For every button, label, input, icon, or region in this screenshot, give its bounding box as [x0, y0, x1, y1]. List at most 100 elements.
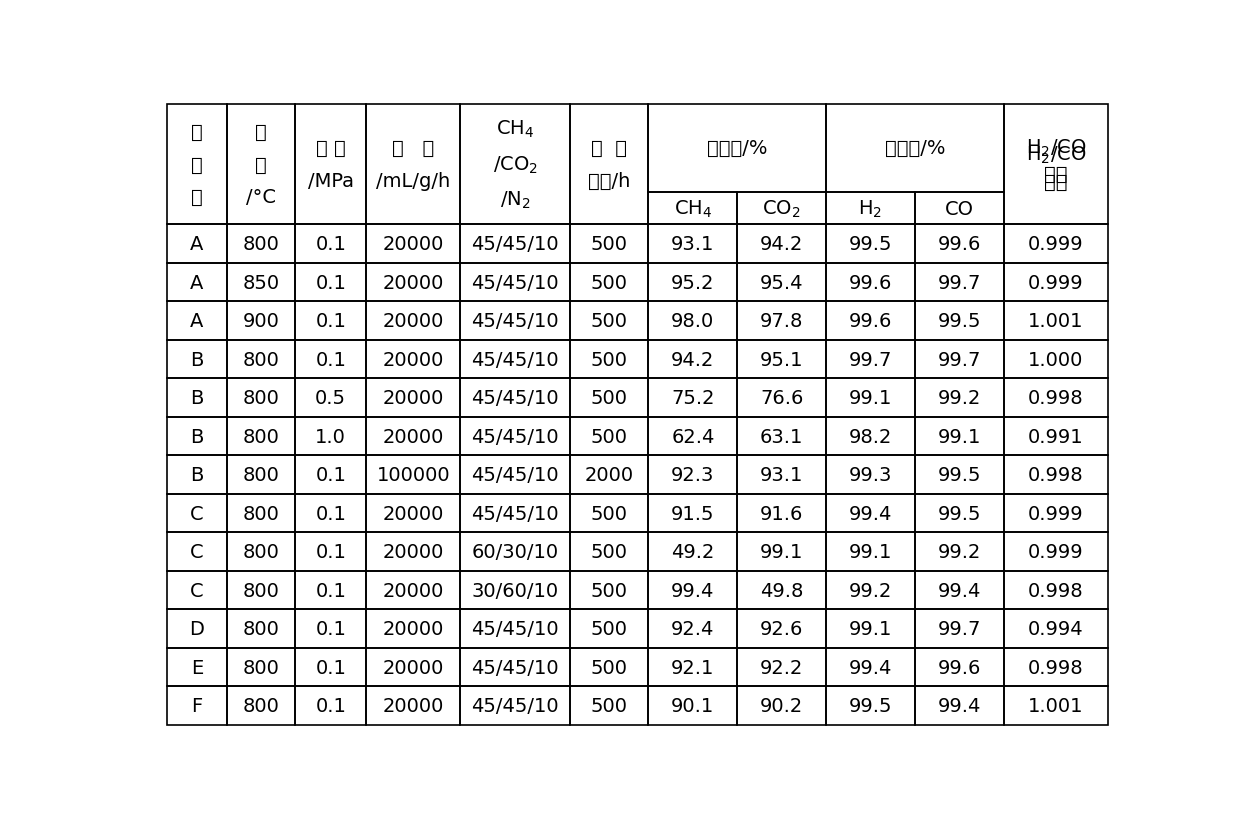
- Text: 500: 500: [590, 504, 627, 523]
- Text: 500: 500: [590, 619, 627, 639]
- Bar: [915, 302, 1003, 341]
- Text: 800: 800: [243, 696, 280, 715]
- Text: 99.5: 99.5: [848, 696, 893, 715]
- Text: 97.8: 97.8: [760, 312, 804, 331]
- Bar: [649, 686, 738, 725]
- Bar: [460, 456, 570, 495]
- Text: A: A: [190, 312, 203, 331]
- Text: 99.4: 99.4: [849, 504, 892, 523]
- Bar: [460, 648, 570, 686]
- Text: 800: 800: [243, 389, 280, 408]
- Text: CO$_2$: CO$_2$: [763, 198, 801, 219]
- Text: 92.3: 92.3: [671, 466, 714, 485]
- Bar: [738, 341, 826, 379]
- Text: 99.5: 99.5: [848, 235, 893, 254]
- Text: 99.6: 99.6: [937, 235, 981, 254]
- Bar: [826, 648, 915, 686]
- Bar: [295, 648, 366, 686]
- Bar: [915, 495, 1003, 533]
- Text: 0.994: 0.994: [1028, 619, 1084, 639]
- Text: 0.999: 0.999: [1028, 274, 1084, 292]
- Text: 2000: 2000: [584, 466, 634, 485]
- Bar: [460, 495, 570, 533]
- Text: 92.1: 92.1: [671, 658, 714, 676]
- Text: 93.1: 93.1: [671, 235, 714, 254]
- Bar: [570, 105, 649, 225]
- Text: 0.1: 0.1: [315, 312, 346, 331]
- Bar: [738, 609, 826, 648]
- Text: 900: 900: [243, 312, 280, 331]
- Bar: [295, 105, 366, 225]
- Bar: [826, 264, 915, 302]
- Bar: [1003, 456, 1109, 495]
- Bar: [570, 302, 649, 341]
- Text: 800: 800: [243, 235, 280, 254]
- Bar: [227, 686, 295, 725]
- Bar: [570, 264, 649, 302]
- Text: F: F: [191, 696, 202, 715]
- Bar: [295, 341, 366, 379]
- Bar: [366, 609, 460, 648]
- Bar: [166, 225, 227, 264]
- Bar: [649, 495, 738, 533]
- Text: 92.2: 92.2: [760, 658, 804, 676]
- Text: 0.998: 0.998: [1028, 658, 1084, 676]
- Bar: [915, 533, 1003, 572]
- Bar: [915, 609, 1003, 648]
- Bar: [295, 495, 366, 533]
- Bar: [570, 456, 649, 495]
- Bar: [915, 572, 1003, 609]
- Bar: [738, 686, 826, 725]
- Text: B: B: [190, 351, 203, 369]
- Text: 比例: 比例: [1044, 165, 1068, 183]
- Text: 45/45/10: 45/45/10: [471, 351, 559, 369]
- Text: 45/45/10: 45/45/10: [471, 428, 559, 446]
- Text: 0.1: 0.1: [315, 351, 346, 369]
- Text: 98.0: 98.0: [671, 312, 714, 331]
- Text: 1.000: 1.000: [1028, 351, 1084, 369]
- Text: B: B: [190, 389, 203, 408]
- Bar: [366, 105, 460, 225]
- Text: 30/60/10: 30/60/10: [471, 581, 559, 600]
- Bar: [166, 418, 227, 456]
- Text: C: C: [190, 542, 203, 562]
- Text: 500: 500: [590, 312, 627, 331]
- Text: 800: 800: [243, 658, 280, 676]
- Text: 76.6: 76.6: [760, 389, 804, 408]
- Text: 0.998: 0.998: [1028, 581, 1084, 600]
- Bar: [826, 418, 915, 456]
- Bar: [649, 456, 738, 495]
- Text: 1.0: 1.0: [315, 428, 346, 446]
- Text: 20000: 20000: [383, 351, 444, 369]
- Bar: [1003, 379, 1109, 418]
- Bar: [295, 609, 366, 648]
- Bar: [227, 302, 295, 341]
- Bar: [826, 456, 915, 495]
- Text: H$_2$/CO
比例: H$_2$/CO 比例: [1025, 138, 1086, 192]
- Bar: [826, 302, 915, 341]
- Bar: [366, 533, 460, 572]
- Bar: [227, 572, 295, 609]
- Bar: [738, 302, 826, 341]
- Bar: [366, 302, 460, 341]
- Text: 99.6: 99.6: [849, 274, 892, 292]
- Bar: [826, 105, 1003, 192]
- Text: 60/30/10: 60/30/10: [471, 542, 559, 562]
- Bar: [366, 264, 460, 302]
- Bar: [166, 609, 227, 648]
- Text: 99.1: 99.1: [849, 619, 892, 639]
- Text: 92.4: 92.4: [671, 619, 714, 639]
- Text: 20000: 20000: [383, 312, 444, 331]
- Bar: [570, 648, 649, 686]
- Text: A: A: [190, 235, 203, 254]
- Bar: [1003, 105, 1109, 225]
- Text: C: C: [190, 504, 203, 523]
- Bar: [570, 379, 649, 418]
- Bar: [826, 495, 915, 533]
- Bar: [460, 302, 570, 341]
- Bar: [227, 341, 295, 379]
- Text: 99.4: 99.4: [849, 658, 892, 676]
- Bar: [915, 379, 1003, 418]
- Bar: [295, 264, 366, 302]
- Text: 0.999: 0.999: [1028, 235, 1084, 254]
